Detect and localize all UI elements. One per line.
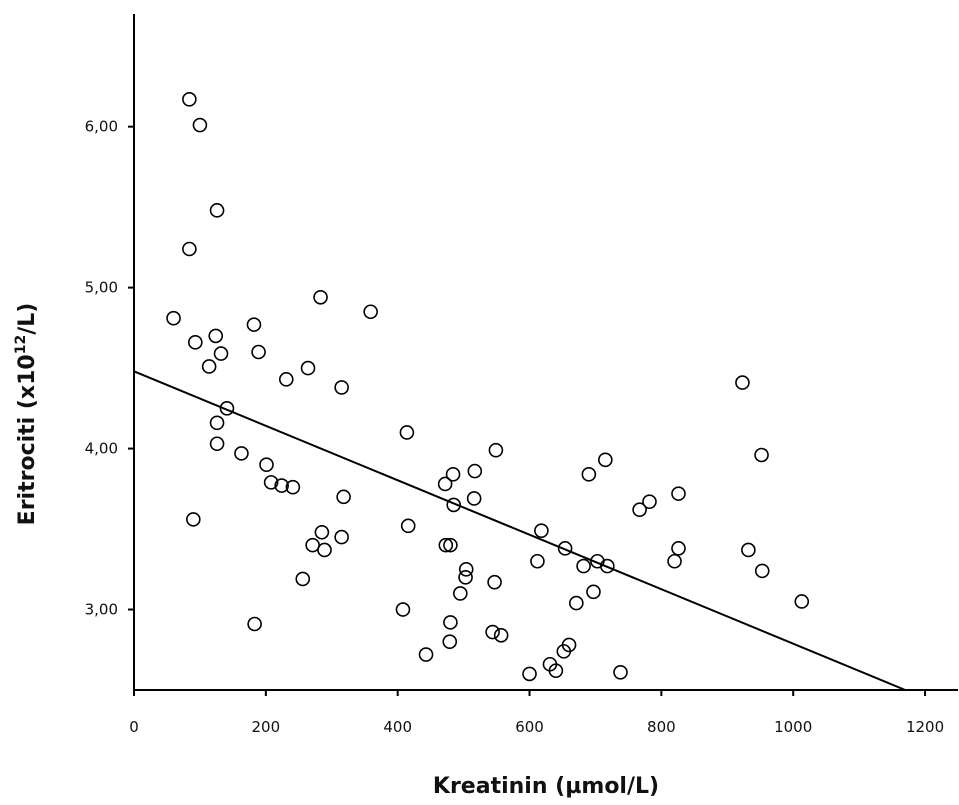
data-point <box>581 467 597 482</box>
data-point <box>598 452 613 468</box>
y-tick-label: 6,00 <box>85 118 118 136</box>
data-point <box>493 627 509 643</box>
data-point <box>437 476 453 492</box>
y-axis-title-superscript: 12 <box>13 335 29 354</box>
data-point <box>485 624 500 640</box>
data-point <box>488 442 504 458</box>
x-ticks: 0 200 400 600 800 1000 1200 <box>129 690 944 736</box>
data-point <box>586 584 601 600</box>
y-ticks: 3,00 4,00 5,00 6,00 <box>85 118 134 619</box>
data-point <box>219 401 235 416</box>
data-point <box>317 542 332 558</box>
y-axis-title-main: Eritrociti (x10 <box>15 354 40 525</box>
data-point <box>446 497 462 513</box>
data-point <box>263 475 279 490</box>
x-tick-label: 400 <box>383 718 412 736</box>
data-point <box>534 523 549 538</box>
data-point <box>234 446 249 461</box>
data-point <box>334 380 349 395</box>
data-point <box>443 615 458 630</box>
data-point <box>166 310 181 326</box>
data-point <box>313 289 328 305</box>
x-axis-title: Kreatinin (µmol/L) <box>433 774 659 799</box>
data-point <box>530 553 545 569</box>
data-point <box>754 563 770 579</box>
data-point <box>208 328 224 344</box>
data-point <box>557 541 573 556</box>
data-point <box>667 553 682 569</box>
y-axis-title-unit: /L) <box>15 303 40 335</box>
data-point <box>186 512 201 527</box>
y-axis-title: Eritrociti (x1012/L) <box>13 303 40 526</box>
fit-line <box>133 370 906 691</box>
data-point <box>246 317 262 332</box>
data-point <box>182 92 197 107</box>
y-tick-label: 5,00 <box>85 279 118 297</box>
data-point <box>213 346 229 361</box>
data-point <box>561 637 577 653</box>
x-tick-label: 1200 <box>906 718 944 736</box>
x-tick-label: 800 <box>647 718 676 736</box>
data-point <box>251 344 266 360</box>
data-point <box>735 375 750 390</box>
data-point <box>395 602 411 617</box>
data-point <box>336 489 351 505</box>
data-point <box>274 478 289 493</box>
x-tick-label: 0 <box>129 718 139 736</box>
data-point <box>182 241 197 257</box>
data-point <box>209 415 225 431</box>
data-point <box>334 529 349 545</box>
y-tick-label: 4,00 <box>85 440 118 458</box>
data-point <box>754 447 769 463</box>
data-point <box>458 570 473 585</box>
data-points <box>166 92 810 682</box>
data-point <box>278 372 294 387</box>
data-point <box>522 666 537 682</box>
data-point <box>314 524 330 540</box>
data-point <box>418 647 434 662</box>
data-point <box>300 360 316 376</box>
data-point <box>247 616 262 632</box>
data-point <box>259 457 274 472</box>
data-point <box>285 479 301 495</box>
data-point <box>445 467 461 482</box>
data-point <box>576 558 591 574</box>
x-tick-label: 600 <box>515 718 544 736</box>
data-point <box>399 425 415 440</box>
y-tick-label: 3,00 <box>85 601 118 619</box>
data-point <box>295 571 311 587</box>
data-point <box>209 436 225 452</box>
data-point <box>467 463 483 479</box>
data-point <box>305 537 320 553</box>
data-point <box>600 558 615 574</box>
data-point <box>209 203 225 218</box>
data-point <box>794 594 810 609</box>
data-point <box>671 541 686 556</box>
data-point <box>442 634 458 650</box>
data-point <box>453 586 468 601</box>
data-point <box>443 537 458 553</box>
data-point <box>569 595 584 611</box>
data-point <box>363 304 378 320</box>
data-point <box>201 359 217 374</box>
x-tick-label: 1000 <box>774 718 812 736</box>
data-point <box>458 561 474 577</box>
data-point <box>671 486 686 501</box>
data-point <box>188 335 203 350</box>
data-point <box>487 574 502 590</box>
axes <box>133 14 958 691</box>
data-point <box>400 518 416 534</box>
x-tick-label: 200 <box>252 718 281 736</box>
data-point <box>642 494 657 509</box>
data-point <box>438 537 454 553</box>
data-point <box>741 542 756 558</box>
data-point <box>632 502 647 518</box>
data-point <box>466 491 482 506</box>
data-point <box>192 117 208 133</box>
data-point <box>548 663 564 678</box>
data-point <box>613 664 628 680</box>
